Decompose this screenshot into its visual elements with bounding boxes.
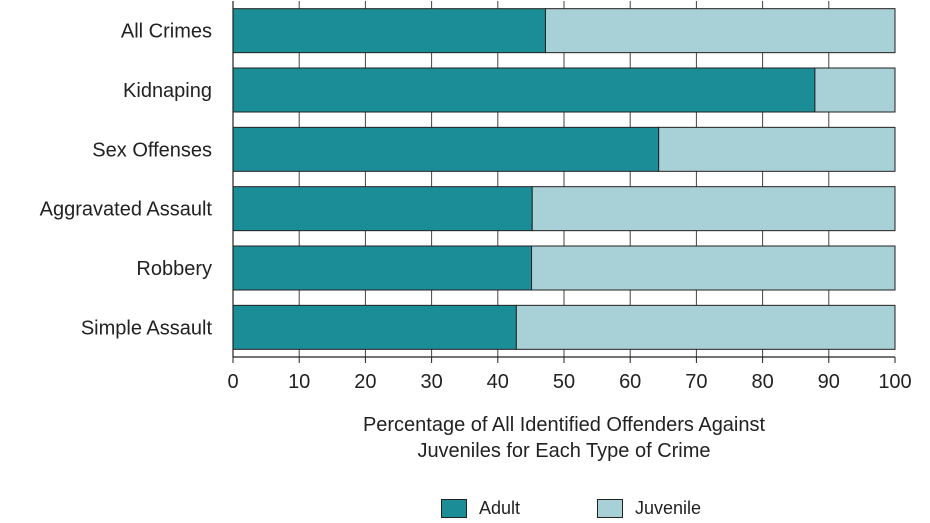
category-label: Aggravated Assault: [40, 199, 213, 221]
bar-juvenile-aggravated-assault: [531, 186, 896, 232]
legend-item-juvenile: Juvenile: [597, 496, 701, 520]
legend-label-adult: Adult: [479, 497, 521, 518]
x-tick-label: 80: [751, 371, 773, 393]
bar-adult-all-crimes: [232, 8, 546, 54]
category-label: Robbery: [136, 258, 212, 280]
x-tick-label: 0: [227, 371, 238, 393]
legend-label-juvenile: Juvenile: [635, 497, 702, 518]
bar-juvenile-kidnaping: [814, 67, 896, 113]
bar-adult-kidnaping: [232, 67, 816, 113]
x-tick-label: 70: [685, 371, 707, 393]
x-axis-label: Percentage of All Identified Offenders A…: [233, 412, 895, 464]
category-label: Kidnaping: [123, 80, 212, 102]
x-tick-label: 50: [553, 371, 575, 393]
x-tick-label: 100: [878, 371, 911, 393]
category-label: Simple Assault: [81, 317, 213, 339]
bar-juvenile-sex-offenses: [658, 126, 896, 172]
legend-swatch-adult: [441, 498, 467, 518]
legend-swatch-juvenile: [597, 498, 623, 518]
x-axis-label-line-1: Percentage of All Identified Offenders A…: [362, 414, 766, 436]
category-label: Sex Offenses: [92, 139, 212, 161]
x-tick-label: 10: [288, 371, 310, 393]
x-tick-label: 90: [818, 371, 840, 393]
bar-adult-sex-offenses: [232, 126, 660, 172]
category-label: All Crimes: [121, 21, 212, 43]
bar-juvenile-simple-assault: [515, 304, 896, 350]
bar-juvenile-all-crimes: [544, 8, 896, 54]
legend-item-adult: Adult: [441, 496, 520, 520]
x-tick-label: 20: [354, 371, 376, 393]
bar-adult-robbery: [232, 245, 533, 291]
x-axis-label-line-2: Juveniles for Each Type of Crime: [417, 440, 711, 462]
bar-juvenile-robbery: [531, 245, 896, 291]
bar-adult-simple-assault: [232, 304, 517, 350]
legend: Adult Juvenile: [0, 496, 930, 520]
x-tick-label: 30: [420, 371, 442, 393]
x-tick-label: 60: [619, 371, 641, 393]
stacked-bar-chart: All Crimes Kidnaping Sex Offenses Aggravate…: [40, 1, 912, 393]
bar-adult-aggravated-assault: [232, 186, 533, 232]
x-tick-label: 40: [487, 371, 509, 393]
